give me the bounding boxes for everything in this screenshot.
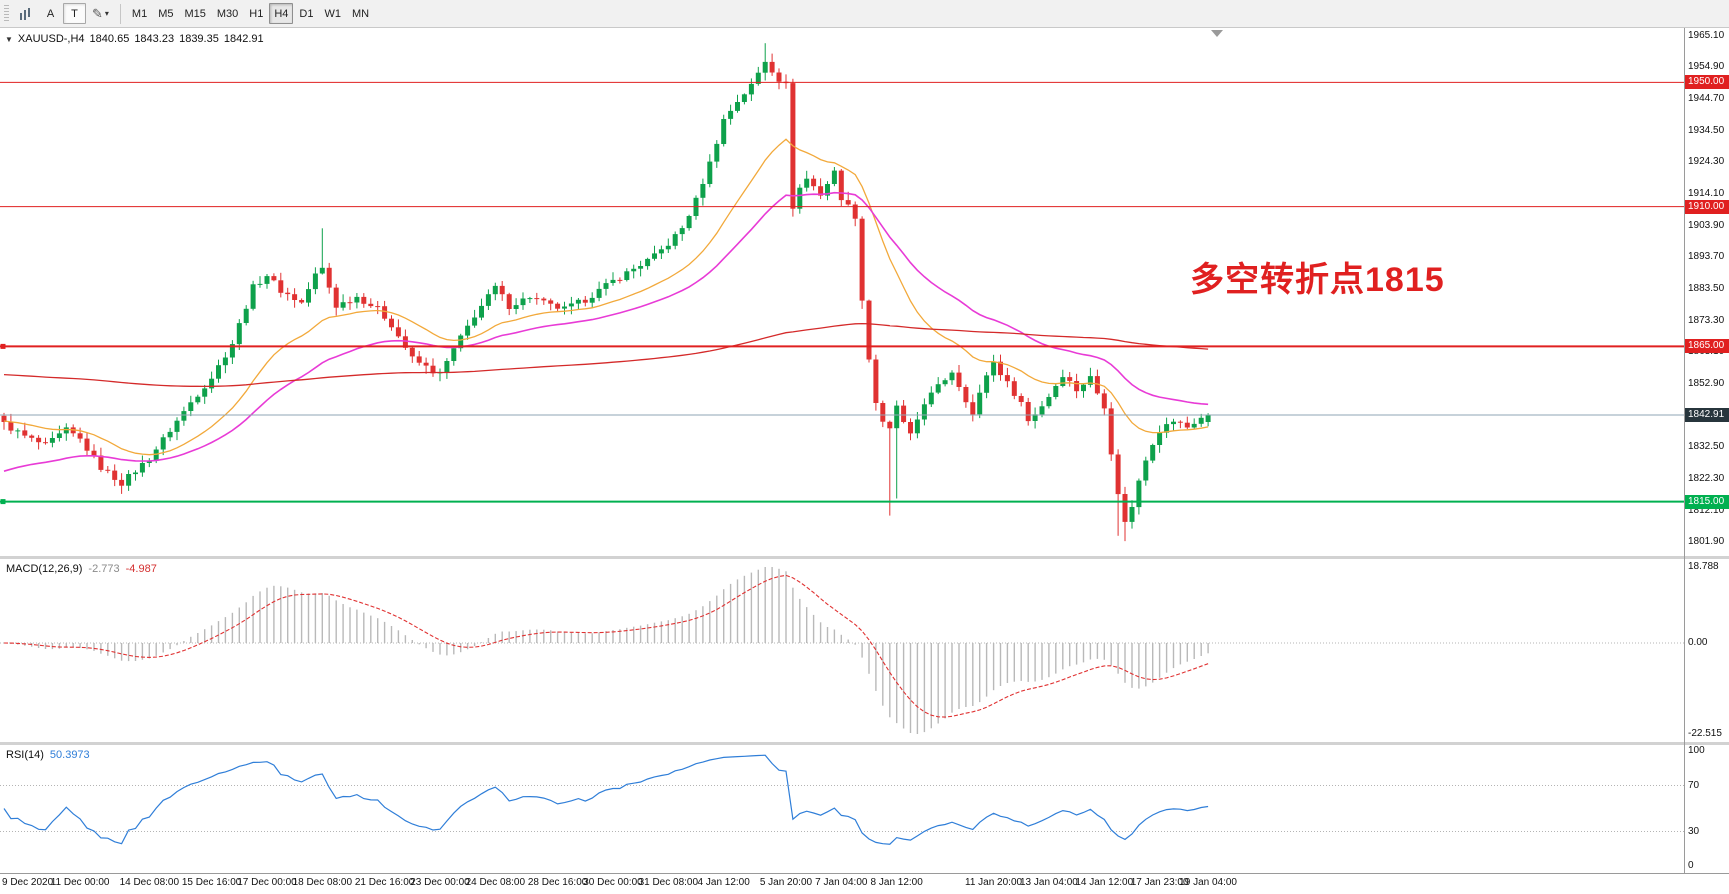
line-handle[interactable] xyxy=(0,499,6,505)
ma-slow-line xyxy=(3,322,1209,388)
timeframe-button-m1[interactable]: M1 xyxy=(131,7,148,20)
timeframe-button-d1[interactable]: D1 xyxy=(299,7,314,20)
timeframe-button-m15[interactable]: M15 xyxy=(184,7,206,20)
chart-bars-button[interactable] xyxy=(14,3,38,24)
label-a-button[interactable]: A xyxy=(46,7,55,20)
toolbar: A T ✎ ▾ M1 M5 M15 M30 H1 H4 D1 W1 MN xyxy=(0,0,1729,28)
draw-tools-button[interactable]: ✎ ▾ xyxy=(87,3,114,24)
dropdown-caret-icon: ▾ xyxy=(104,9,109,18)
chart-canvas[interactable] xyxy=(0,28,1729,894)
macd-histogram xyxy=(10,567,1209,734)
toolbar-grip[interactable] xyxy=(4,4,9,23)
bar-chart-icon xyxy=(20,7,30,20)
pencil-icon: ✎ xyxy=(92,5,103,21)
ma-fast-line xyxy=(3,138,1209,456)
timeframe-button-h4[interactable]: H4 xyxy=(269,3,294,24)
rsi-line xyxy=(3,754,1209,845)
timeframe-button-w1[interactable]: W1 xyxy=(324,7,341,20)
toolbar-separator xyxy=(119,3,121,24)
line-handle[interactable] xyxy=(0,343,6,349)
timeframe-toolbar: M1 M5 M15 M30 H1 H4 D1 W1 MN xyxy=(127,3,374,24)
chart-shift-marker-icon[interactable] xyxy=(1211,30,1223,37)
timeframe-button-mn[interactable]: MN xyxy=(351,7,370,20)
timeframe-button-h1[interactable]: H1 xyxy=(249,7,264,20)
one-click-trading-toggle-icon[interactable]: ▼ xyxy=(5,34,13,44)
ma-mid-line xyxy=(3,191,1209,472)
panel-separator[interactable] xyxy=(0,742,1729,745)
candlesticks xyxy=(1,43,1211,542)
panel-separator[interactable] xyxy=(0,556,1729,559)
timeframe-button-m5[interactable]: M5 xyxy=(158,7,174,20)
timeframe-button-m30[interactable]: M30 xyxy=(216,7,239,20)
macd-signal-line xyxy=(3,574,1209,718)
text-tool-button[interactable]: T xyxy=(63,3,86,24)
